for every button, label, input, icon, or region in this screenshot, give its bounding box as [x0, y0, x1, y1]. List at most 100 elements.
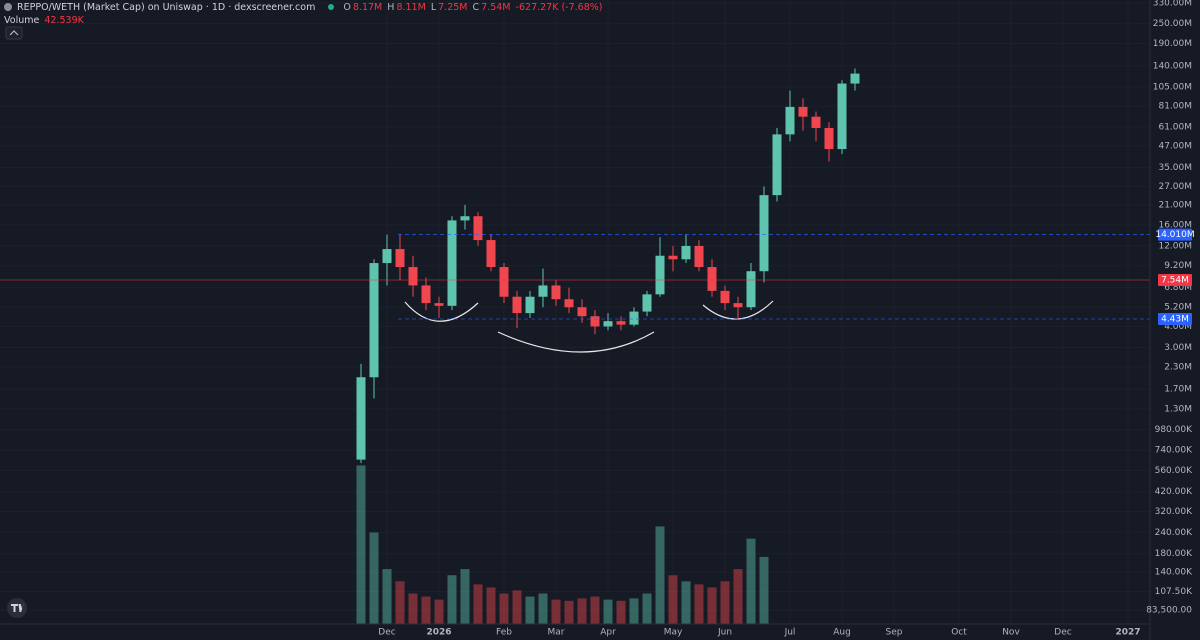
y-tick-label: 61.00M — [1158, 122, 1192, 132]
volume-bar — [577, 598, 587, 624]
candle-body — [746, 271, 756, 308]
legend-key: H — [387, 2, 395, 13]
candle-body — [694, 245, 704, 268]
volume-bar — [629, 598, 639, 624]
candle-body — [603, 321, 613, 327]
price-label-box — [1158, 228, 1192, 241]
candle-body — [785, 106, 795, 135]
y-tick-label: 240.00K — [1155, 528, 1193, 538]
candle-body — [408, 267, 418, 286]
x-tick-label: Oct — [951, 628, 967, 638]
y-tick-label: 27.00M — [1158, 182, 1192, 192]
candle-body — [837, 83, 847, 150]
y-tick-label: 140.00M — [1153, 61, 1192, 71]
y-tick-label: 5.20M — [1164, 303, 1192, 313]
y-tick-label: 420.00K — [1155, 487, 1193, 497]
collapse-icon — [9, 30, 19, 36]
y-tick-label: 83,500.00 — [1146, 606, 1192, 616]
candle-body — [629, 311, 639, 325]
candle-body — [525, 296, 535, 314]
collapse-button[interactable] — [5, 26, 23, 40]
status-dot — [328, 4, 335, 10]
candle-body — [707, 267, 717, 291]
x-tick-label: Feb — [496, 628, 512, 638]
volume-bar — [590, 596, 600, 624]
candle-body — [772, 134, 782, 196]
volume-bar — [473, 584, 483, 624]
x-tick-label: May — [664, 628, 683, 638]
y-tick-label: 105.00M — [1153, 82, 1192, 92]
x-tick-label: 2027 — [1115, 628, 1140, 638]
volume-bar — [512, 590, 522, 624]
x-tick-label: Dec — [1054, 628, 1071, 638]
candle-body — [486, 240, 496, 268]
legend-change: -627.27K (-7.68%) — [515, 2, 603, 13]
y-tick-label: 980.00K — [1155, 425, 1193, 435]
volume-bar — [551, 599, 561, 624]
candle-body — [798, 106, 808, 117]
volume-bar — [707, 587, 717, 624]
y-tick-label: 4.00M — [1164, 322, 1192, 332]
volume-bar — [616, 600, 626, 624]
candle-body — [642, 294, 652, 312]
volume-bar — [460, 569, 470, 624]
candle-body — [434, 303, 444, 306]
price-label: 7.54M — [1161, 275, 1189, 285]
y-tick-label: 12.00M — [1158, 241, 1192, 251]
volume-bar — [655, 526, 665, 624]
y-tick-label: 190.00M — [1153, 39, 1192, 49]
legend-key: C — [472, 2, 480, 13]
candle-body — [395, 249, 405, 268]
volume-bar — [447, 575, 457, 624]
annotation-arc — [404, 301, 479, 322]
candle-body — [512, 296, 522, 314]
volume-bar — [382, 569, 392, 624]
legend-value: 7.54M — [481, 2, 511, 13]
y-tick-label: 180.00K — [1155, 549, 1193, 559]
y-tick-label: 560.00K — [1155, 466, 1193, 476]
volume-bar — [421, 596, 431, 624]
y-tick-label: 1.30M — [1164, 404, 1192, 414]
y-tick-label: 16.00M — [1158, 220, 1192, 230]
legend-value: 8.17M — [352, 2, 383, 13]
candle-body — [577, 307, 587, 317]
candle-body — [369, 263, 379, 378]
annotation-arc — [497, 331, 655, 353]
token-icon — [4, 3, 12, 11]
y-tick-label: 47.00M — [1158, 141, 1192, 151]
volume-last: 42.539K — [44, 15, 84, 26]
candle-body — [421, 285, 431, 304]
x-tick-label: Mar — [548, 628, 565, 638]
volume-bar — [356, 465, 366, 624]
volume-bar — [564, 600, 574, 624]
volume-bar — [642, 593, 652, 624]
x-tick-label: Nov — [1002, 628, 1020, 638]
volume-bar — [746, 538, 756, 624]
volume-bar — [434, 599, 444, 624]
y-tick-label: 250.00M — [1153, 19, 1192, 29]
y-tick-label: 21.00M — [1158, 200, 1192, 210]
candle-body — [811, 116, 821, 128]
x-tick-label: 2026 — [426, 628, 451, 638]
candle-body — [551, 285, 561, 300]
y-tick-label: 9.20M — [1164, 261, 1192, 271]
y-tick-label: 6.80M — [1164, 283, 1192, 293]
candle-body — [733, 303, 743, 308]
volume-bar — [486, 587, 496, 624]
logo-mark — [11, 604, 24, 612]
volume-bar — [499, 593, 509, 624]
candle-body — [564, 299, 574, 308]
candle-body — [759, 195, 769, 272]
volume-bar — [603, 599, 613, 624]
candle-body — [447, 220, 457, 306]
y-tick-label: 330.00M — [1153, 0, 1192, 9]
candle-body — [668, 255, 678, 260]
price-label-box — [1158, 273, 1192, 286]
candle-body — [382, 249, 392, 264]
y-tick-label: 1.70M — [1164, 385, 1192, 395]
chart-title: REPPO/WETH (Market Cap) on Uniswap · 1D … — [17, 2, 316, 13]
y-tick-label: 3.00M — [1164, 343, 1192, 353]
volume-bar — [733, 569, 743, 624]
